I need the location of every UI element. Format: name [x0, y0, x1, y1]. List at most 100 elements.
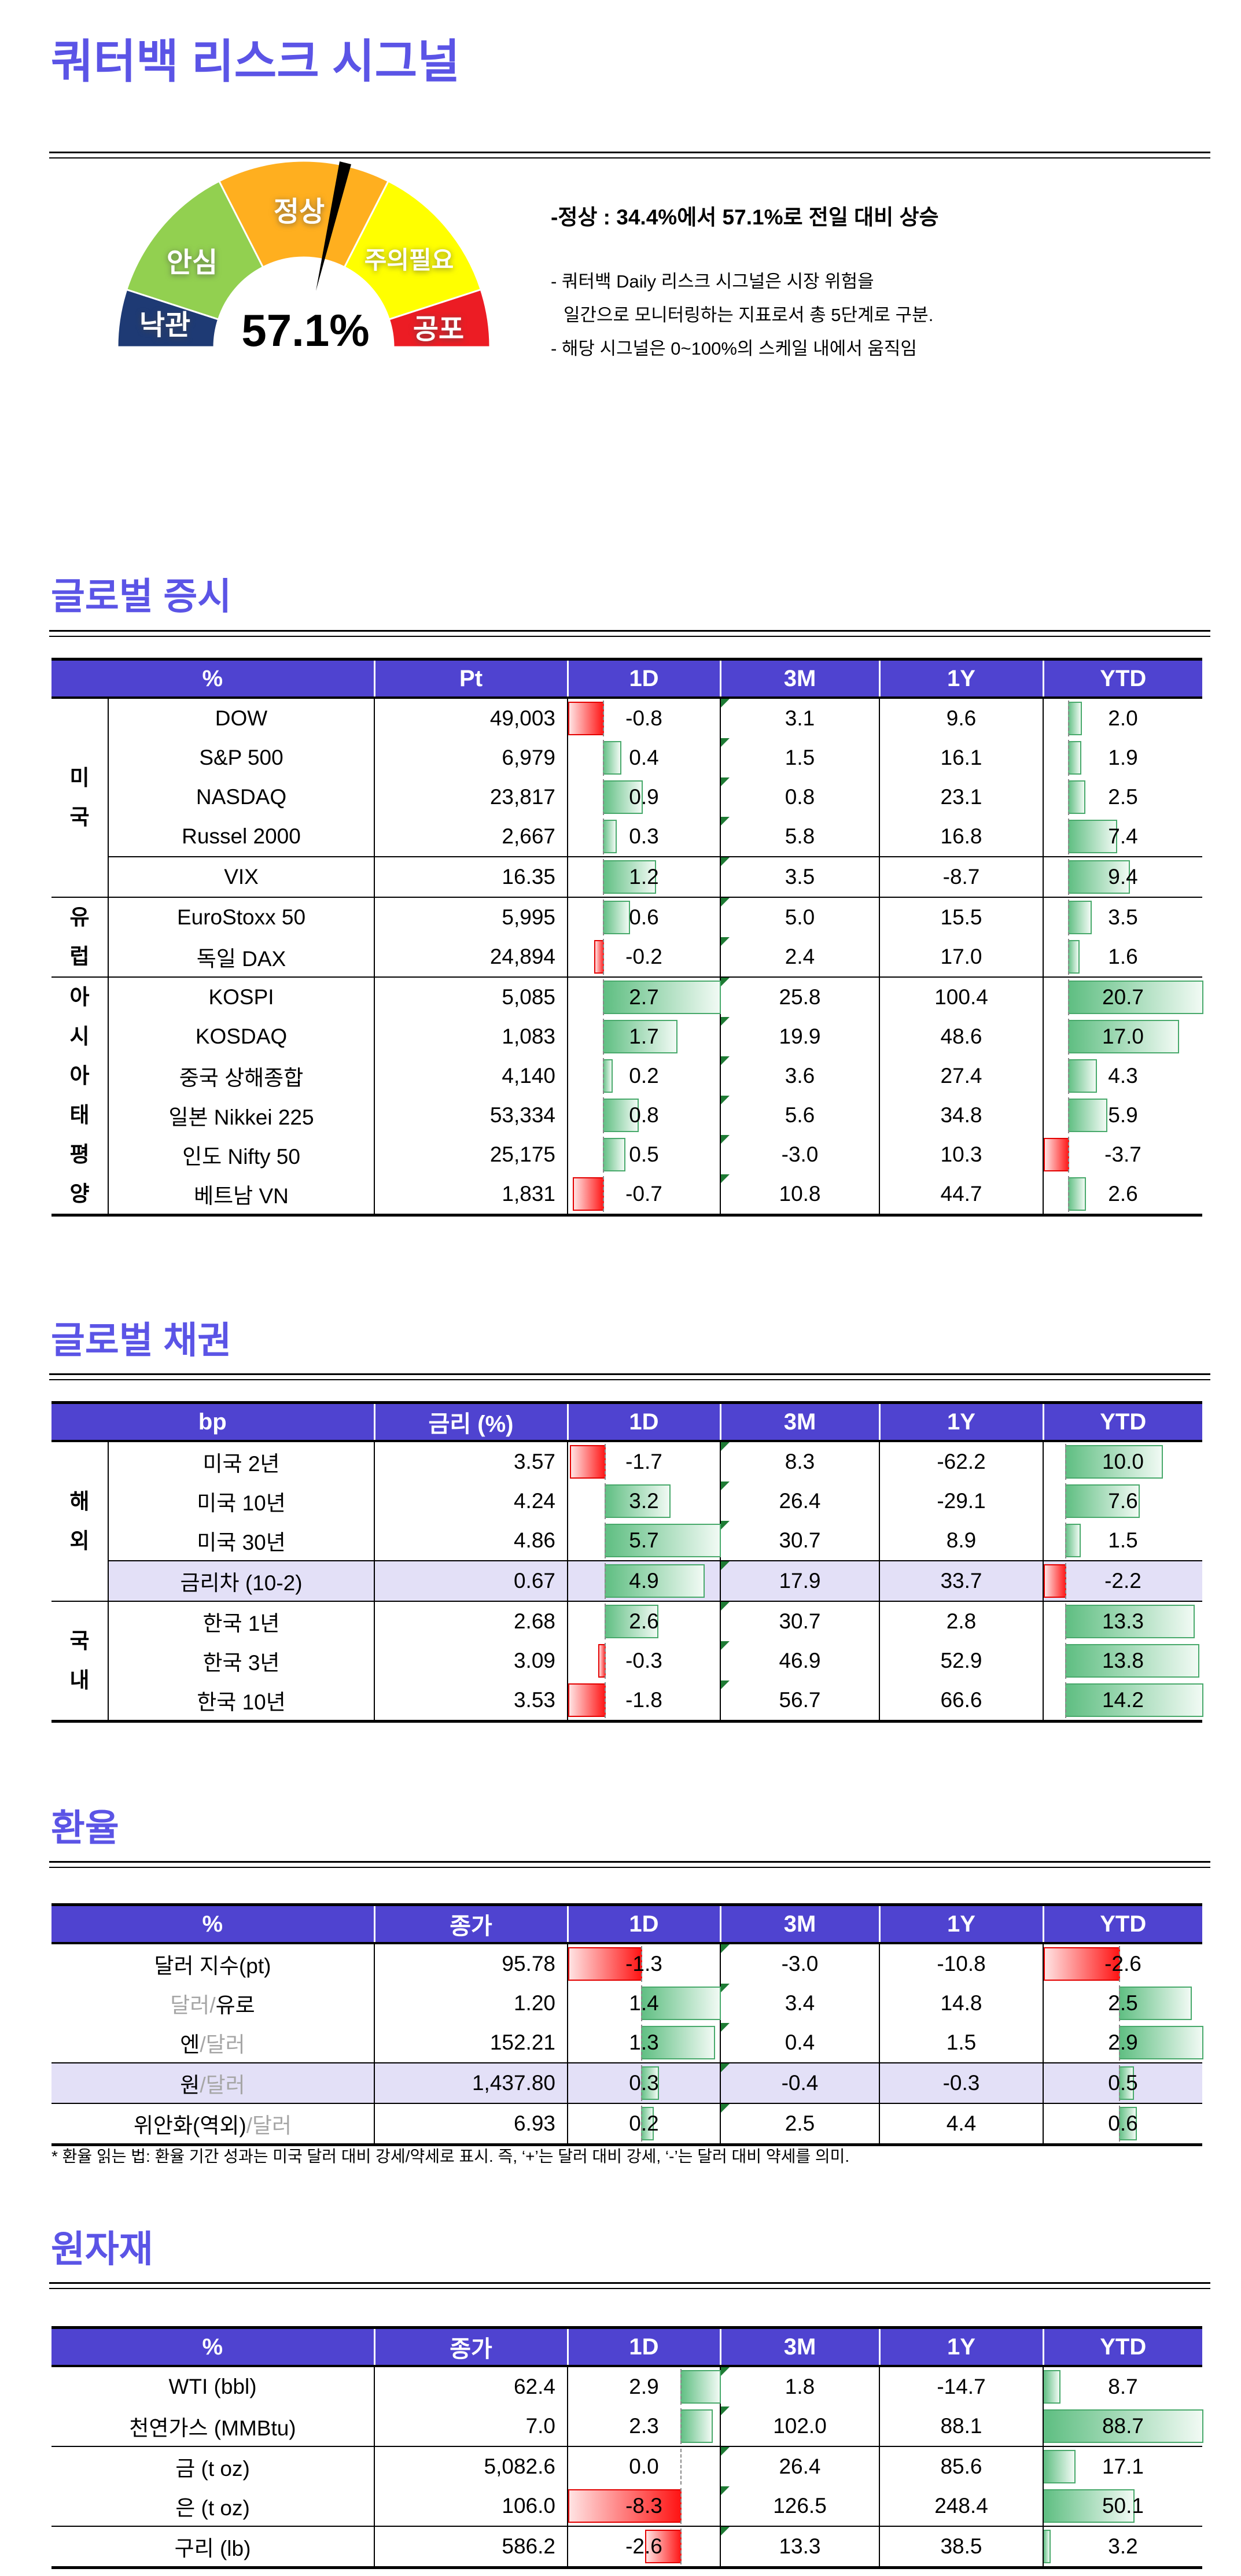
cell-name: 천연가스 (MMBtu) — [129, 2416, 296, 2440]
perf-number: 10.0 — [1102, 1450, 1144, 1473]
cell-1y: 14.8 — [879, 1984, 1043, 2023]
data-bar-axis — [602, 779, 604, 815]
cell-1y: -62.2 — [879, 1441, 1043, 1482]
data-bar-axis — [1067, 1097, 1069, 1133]
gauge-segment-label-낙관: 낙관 — [139, 310, 190, 341]
data-bar-positive — [602, 820, 617, 853]
perf-number: 3.5 — [785, 865, 815, 889]
cell-corner-flag-icon — [721, 1681, 730, 1689]
cell-1d: 2.3 — [567, 2407, 720, 2446]
data-bar-axis — [604, 1483, 606, 1519]
data-bar-negative — [1044, 1947, 1120, 1981]
cell-value: 1,437.80 — [374, 2062, 568, 2103]
perf-number: 2.6 — [1108, 1182, 1138, 1206]
gauge-needle — [316, 161, 351, 291]
cell-1d: 0.9 — [567, 777, 721, 817]
perf-number: 17.0 — [940, 945, 982, 968]
data-bar-axis — [602, 1097, 604, 1133]
cell-ytd: 2.5 — [1043, 1984, 1202, 2023]
perf-number: 0.5 — [1108, 2071, 1138, 2095]
gauge-segment-label-공포: 공포 — [413, 314, 464, 345]
cell-1d: -0.2 — [567, 937, 721, 977]
cell-name: 미국 10년 — [108, 1482, 374, 1521]
table-global-equity: % Pt 1D 3M 1Y YTD 미 국 DOW 49,003 -0.8 3.1 9.6 2.0 S&P … — [51, 658, 1203, 1217]
perf-number: 13.3 — [779, 2534, 821, 2558]
column-header-1d: 1D — [566, 1402, 720, 1442]
table-row: 금리차 (10-2) 0.67 4.9 17.9 33.7 -2.2 — [51, 1560, 1202, 1601]
data-bar-axis — [1067, 859, 1069, 895]
perf-number: 8.3 — [785, 1450, 815, 1473]
perf-number: 30.7 — [779, 1528, 821, 1552]
table-row: S&P 500 6,979 0.4 1.5 16.1 1.9 — [51, 738, 1203, 777]
data-bar-axis — [641, 1985, 643, 2021]
cell-1y: 16.1 — [879, 738, 1044, 777]
cell-1d: 0.6 — [567, 897, 721, 937]
perf-number: 25.8 — [779, 985, 821, 1009]
perf-number: 46.9 — [779, 1649, 821, 1672]
cell-ytd: 17.1 — [1043, 2446, 1202, 2486]
data-bar-axis — [602, 859, 604, 895]
cell-value: 1,831 — [374, 1174, 568, 1215]
table-row: 원/달러 1,437.80 0.3 -0.4 -0.3 0.5 — [51, 2062, 1202, 2103]
perf-number: 1.3 — [629, 2030, 659, 2054]
perf-number: 1.6 — [1108, 945, 1138, 968]
cell-1d: 1.7 — [567, 1017, 721, 1056]
table-row: Russel 2000 2,667 0.3 5.8 16.8 7.4 — [51, 817, 1203, 857]
cell-name: KOSPI — [107, 976, 375, 1017]
section-title-fx: 환율 — [51, 1807, 119, 1849]
data-bar-axis — [1067, 819, 1069, 854]
cell-1d: 2.7 — [567, 976, 721, 1017]
cell-corner-flag-icon — [721, 1017, 730, 1026]
perf-number: 16.1 — [940, 746, 982, 769]
cell-corner-flag-icon — [721, 2486, 730, 2495]
table-row: 금 (t oz) 5,082.6 0.0 26.4 85.6 17.1 — [51, 2446, 1202, 2486]
cell-1y: -29.1 — [879, 1482, 1043, 1521]
cell-value: 3.09 — [374, 1641, 568, 1681]
perf-number: 30.7 — [779, 1609, 821, 1633]
column-header-value: 금리 (%) — [373, 1402, 568, 1442]
data-bar-axis — [602, 979, 604, 1015]
table-row: 달러 지수(pt) 95.78 -1.3 -3.0 -10.8 -2.6 — [51, 1943, 1202, 1984]
cell-1d: -0.3 — [567, 1641, 720, 1681]
cell-name: 원/달러 — [51, 2062, 374, 2103]
perf-number: 0.2 — [629, 1064, 659, 1088]
data-bar-positive — [1067, 901, 1092, 934]
data-bar-axis — [602, 900, 604, 935]
cell-1y: 48.6 — [879, 1017, 1044, 1056]
cell-1d: -8.3 — [567, 2486, 720, 2526]
cell-ytd: 17.0 — [1043, 1017, 1203, 1056]
cell-name: 은 (t oz) — [175, 2496, 250, 2520]
cell-corner-flag-icon — [721, 857, 730, 866]
cell-ytd: 2.0 — [1043, 698, 1203, 738]
perf-number: -3.0 — [781, 1143, 819, 1166]
perf-number: -2.6 — [1104, 1952, 1141, 1976]
cell-3m: 2.5 — [720, 2103, 879, 2145]
table-row: NASDAQ 23,817 0.9 0.8 23.1 2.5 — [51, 777, 1203, 817]
cell-value: 5,085 — [374, 976, 568, 1017]
cell-name: 한국 1년 — [108, 1601, 374, 1641]
perf-number: 1.5 — [1108, 1528, 1138, 1552]
perf-number: -29.1 — [937, 1489, 986, 1513]
cell-corner-flag-icon — [721, 699, 730, 707]
cell-3m: 126.5 — [720, 2486, 879, 2526]
perf-number: 2.6 — [629, 1609, 659, 1633]
data-bar-negative — [568, 1683, 606, 1717]
cell-name: KOSDAQ — [107, 1017, 375, 1056]
data-bar-positive — [602, 981, 721, 1014]
table-row: 엔/달러 152.21 1.3 0.4 1.5 2.9 — [51, 2023, 1203, 2063]
data-bar-positive — [1065, 1445, 1163, 1479]
data-bar-positive — [680, 2409, 713, 2443]
data-bar-axis — [602, 1058, 604, 1094]
cell-ytd: 2.5 — [1043, 777, 1203, 817]
perf-number: 48.6 — [940, 1024, 982, 1048]
perf-number: -1.8 — [625, 1688, 662, 1712]
perf-number: 0.2 — [629, 2111, 659, 2135]
cell-1d: 0.3 — [567, 2062, 720, 2103]
cell-value: 5,995 — [374, 897, 568, 937]
column-header-value: Pt — [373, 659, 568, 699]
perf-number: 9.4 — [1108, 865, 1138, 889]
cell-1y: 4.4 — [879, 2103, 1043, 2145]
cell-value: 95.78 — [374, 1943, 568, 1984]
table-row: 미국 10년 4.24 3.2 26.4 -29.1 7.6 — [51, 1482, 1202, 1521]
risk-gauge: 낙관 안심 정상 주의필요 공포 57.1% — [84, 148, 541, 356]
